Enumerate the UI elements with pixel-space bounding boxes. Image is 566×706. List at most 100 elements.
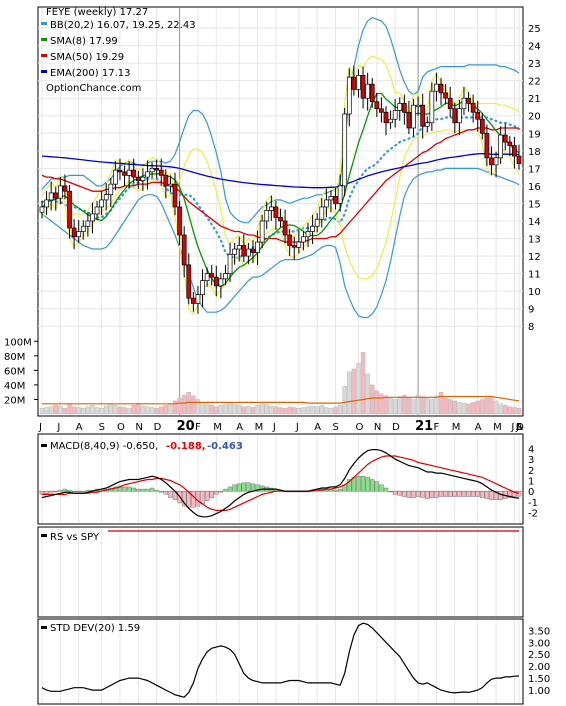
volume-bar [259, 403, 265, 415]
volume-bar [406, 397, 412, 415]
macd-histogram-bar [337, 488, 343, 492]
macd-histogram-bar [209, 491, 214, 498]
candle-body [301, 236, 306, 243]
price-tick-label: 14 [528, 217, 541, 228]
candle-body [310, 225, 315, 232]
macd-histogram-bar [168, 491, 173, 498]
macd-plot [38, 449, 523, 518]
candle-body [305, 231, 311, 238]
volume-bar [466, 403, 471, 415]
candle-body [236, 245, 242, 250]
candle-body [346, 76, 352, 115]
candle-body [493, 157, 499, 166]
price-tick-label: 23 [528, 59, 541, 70]
macd-legend: MACD(8,40,9) -0.650, -0.188, -0.463 [41, 441, 243, 452]
candle-body [213, 276, 219, 287]
month-tick-label: O [355, 422, 363, 433]
price-tick-label: 15 [528, 199, 541, 210]
stddev-line [41, 622, 520, 698]
macd-histogram-bar [62, 488, 68, 492]
macd-title: MACD(8,40,9) -0.650, [50, 441, 158, 452]
candle-body [365, 83, 370, 99]
macd-histogram-bar [498, 491, 503, 500]
volume-bar [264, 404, 269, 415]
macd-histogram-bar [246, 482, 251, 492]
stddev-tick-label: 2.50 [528, 650, 550, 661]
volume-bar [324, 407, 329, 415]
candle-body [319, 206, 325, 220]
candle-body [259, 220, 265, 243]
volume-bar [429, 399, 435, 415]
volume-bars [39, 351, 522, 415]
candle-body [39, 206, 45, 213]
candle-body [154, 168, 160, 171]
volume-bar [126, 407, 132, 415]
candle-body [507, 141, 513, 146]
volume-bar [356, 362, 361, 415]
macd-histogram-bar [122, 486, 127, 492]
macd-panel [37, 433, 524, 525]
macd-histogram-bar [466, 491, 471, 497]
macd-histogram-bar [374, 481, 380, 492]
volume-bar [39, 407, 45, 415]
volume-tick-label: 60M [4, 366, 25, 377]
macd-tick-label: 0 [528, 487, 534, 498]
candlesticks [39, 65, 522, 314]
volume-bar [53, 405, 58, 415]
candle-body [342, 113, 348, 187]
candle-body [411, 104, 416, 129]
moving-average-lines [41, 92, 520, 288]
volume-tick-label: 40M [4, 381, 25, 392]
candle-body [388, 118, 393, 124]
macd-histogram-bar [347, 479, 352, 492]
macd-histogram-bar [443, 491, 448, 497]
candle-body [186, 264, 192, 299]
macd-tick-label: 4 [528, 445, 534, 456]
candle-body [131, 169, 137, 178]
macd-histogram-bar [126, 486, 132, 492]
volume-bar [94, 407, 100, 415]
volume-bar [154, 407, 159, 415]
candle-body [438, 83, 444, 94]
stddev-legend: STD DEV(20) 1.59 [41, 623, 140, 634]
candle-body [85, 220, 91, 227]
macd-histogram-bar [406, 491, 412, 498]
legend-sma8: SMA(8) 17.99 [50, 36, 118, 47]
macd-histogram-bar [44, 491, 49, 494]
candle-body [48, 192, 54, 201]
macd-hist-value: -0.463 [207, 441, 243, 452]
macd-histogram-bar [85, 489, 91, 492]
price-tick-label: 25 [528, 24, 541, 35]
month-tick-label: A [76, 422, 83, 433]
macd-histogram-bar [461, 491, 467, 497]
macd-histogram-bar [186, 491, 191, 508]
month-tick-label: M [493, 422, 502, 433]
macd-histogram-bar [415, 491, 421, 497]
price-tick-label: 22 [528, 77, 541, 88]
volume-bar [44, 407, 49, 415]
macd-histogram-bar [227, 486, 233, 492]
candle-body [406, 111, 412, 129]
macd-histogram-bar [131, 487, 136, 492]
macd-tick-label: 2 [528, 466, 534, 477]
macd-tick-label: -2 [528, 509, 538, 520]
volume-bar [209, 405, 214, 415]
stddev-title: STD DEV(20) 1.59 [50, 623, 140, 634]
price-legend: FEYE (weekly) 17.27 BB(20,2) 16.07, 19.2… [41, 7, 196, 94]
volume-average-line [42, 395, 520, 405]
candle-body [191, 297, 196, 304]
macd-histogram-bar [370, 479, 375, 492]
month-tick-label: J [56, 422, 60, 433]
candle-body [466, 97, 471, 104]
candle-body [200, 280, 205, 296]
macd-histogram-bar [392, 491, 398, 495]
volume-bar [273, 406, 279, 415]
macd-histogram-bar [411, 491, 416, 498]
volume-bar [347, 371, 352, 415]
candle-body [351, 76, 357, 90]
macd-histogram-bar [383, 487, 389, 492]
month-tick-label: O [117, 422, 125, 433]
volume-bar [448, 399, 453, 415]
candle-body [273, 206, 279, 218]
